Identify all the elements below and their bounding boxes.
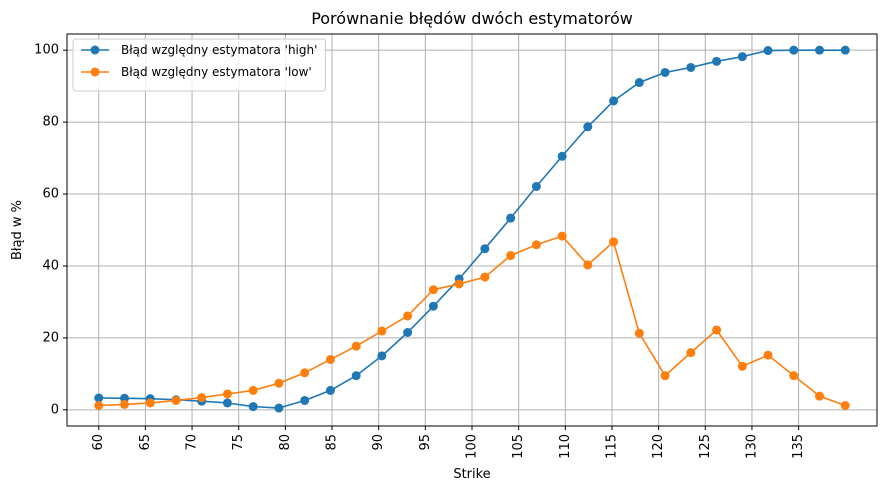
y-tick-label: 80 — [42, 115, 59, 130]
data-point-series-1 — [325, 354, 335, 364]
x-tick-label: 105 — [511, 434, 526, 459]
data-point-series-1 — [583, 260, 593, 270]
data-point-series-1 — [531, 240, 541, 250]
legend-marker-1 — [90, 67, 100, 77]
data-point-series-0 — [94, 393, 104, 403]
x-tick-label: 115 — [604, 434, 619, 459]
data-point-series-0 — [789, 45, 799, 55]
data-point-series-1 — [686, 348, 696, 358]
data-point-series-0 — [686, 62, 696, 72]
x-tick-label: 70 — [185, 434, 200, 451]
x-tick-label: 90 — [371, 434, 386, 451]
series-markers — [94, 45, 850, 413]
x-tick-label: 85 — [325, 434, 340, 451]
y-tick-label: 40 — [42, 258, 59, 273]
data-point-series-0 — [222, 398, 232, 408]
x-tick-label: 60 — [91, 434, 106, 451]
data-point-series-0 — [840, 45, 850, 55]
data-point-series-0 — [506, 213, 516, 223]
y-tick-label: 100 — [34, 43, 59, 58]
data-point-series-1 — [300, 368, 310, 378]
data-point-series-1 — [351, 341, 361, 351]
data-point-series-0 — [351, 371, 361, 381]
data-point-series-0 — [712, 56, 722, 66]
data-point-series-1 — [506, 251, 516, 261]
data-point-series-0 — [763, 46, 773, 56]
data-point-series-1 — [377, 326, 387, 336]
data-point-series-1 — [454, 279, 464, 289]
x-tick-label: 110 — [558, 434, 573, 459]
data-point-series-0 — [660, 67, 670, 77]
y-tick-label: 60 — [42, 187, 59, 202]
data-point-series-1 — [815, 391, 825, 401]
data-point-series-0 — [377, 351, 387, 361]
data-point-series-1 — [403, 311, 413, 321]
data-point-series-1 — [119, 399, 129, 409]
x-axis-label: Strike — [453, 467, 490, 482]
x-tick-label: 75 — [231, 434, 246, 451]
data-point-series-1 — [737, 361, 747, 371]
y-axis-ticks: 0 20 40 60 80 100 — [34, 43, 67, 417]
data-point-series-1 — [660, 371, 670, 381]
data-point-series-1 — [274, 378, 284, 388]
data-point-series-0 — [248, 402, 258, 412]
legend-marker-0 — [90, 45, 100, 55]
x-tick-label: 100 — [465, 434, 480, 459]
x-tick-label: 135 — [791, 434, 806, 459]
data-point-series-0 — [557, 151, 567, 161]
x-tick-label: 125 — [698, 434, 713, 459]
data-point-series-0 — [609, 96, 619, 106]
data-point-series-1 — [480, 272, 490, 282]
data-point-series-1 — [248, 385, 258, 395]
y-tick-label: 20 — [42, 330, 59, 345]
data-point-series-1 — [712, 325, 722, 335]
x-tick-label: 95 — [418, 434, 433, 451]
grid — [67, 34, 877, 426]
data-point-series-1 — [840, 401, 850, 411]
data-point-series-1 — [763, 350, 773, 360]
data-point-series-0 — [480, 244, 490, 254]
data-point-series-1 — [197, 393, 207, 403]
data-point-series-1 — [634, 328, 644, 338]
data-point-series-1 — [145, 398, 155, 408]
x-tick-label: 65 — [138, 434, 153, 451]
data-point-series-1 — [557, 231, 567, 241]
data-point-series-0 — [274, 403, 284, 413]
data-point-series-1 — [789, 371, 799, 381]
data-point-series-0 — [403, 327, 413, 337]
data-point-series-1 — [609, 237, 619, 247]
y-tick-label: 0 — [51, 402, 59, 417]
legend-box — [72, 38, 326, 92]
legend: Błąd względny estymatora 'high' Błąd wzgl… — [72, 38, 326, 92]
data-point-series-1 — [222, 389, 232, 399]
legend-label: Błąd względny estymatora 'high' — [121, 43, 317, 57]
data-point-series-0 — [815, 45, 825, 55]
data-point-series-0 — [300, 395, 310, 405]
data-point-series-1 — [171, 395, 181, 405]
legend-label: Błąd względny estymatora 'low' — [121, 65, 312, 79]
chart-title: Porównanie błędów dwóch estymatorów — [311, 9, 633, 28]
data-point-series-0 — [634, 78, 644, 88]
data-point-series-0 — [531, 181, 541, 191]
data-point-series-0 — [325, 385, 335, 395]
x-tick-label: 130 — [744, 434, 759, 459]
data-point-series-0 — [428, 301, 438, 311]
x-tick-label: 80 — [278, 434, 293, 451]
data-point-series-1 — [94, 401, 104, 411]
data-point-series-0 — [737, 52, 747, 62]
data-point-series-0 — [583, 122, 593, 132]
x-axis-ticks: 60 65 70 75 80 85 90 95 100 105 110 115 120 125 130 135 — [91, 426, 806, 459]
data-point-series-1 — [428, 285, 438, 295]
y-axis-label: Błąd w % — [10, 200, 25, 260]
x-tick-label: 120 — [651, 434, 666, 459]
